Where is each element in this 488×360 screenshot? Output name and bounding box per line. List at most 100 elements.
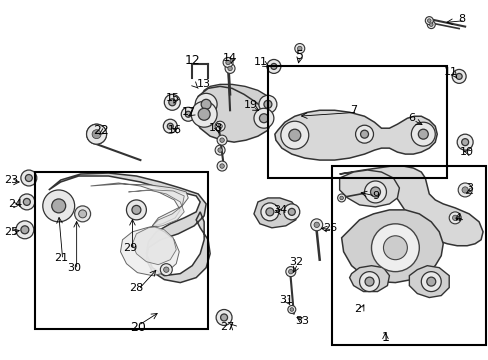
Circle shape — [167, 123, 173, 129]
Circle shape — [461, 139, 468, 146]
Circle shape — [185, 111, 191, 117]
Circle shape — [86, 124, 106, 144]
Circle shape — [370, 187, 380, 197]
Circle shape — [456, 134, 472, 150]
Circle shape — [425, 17, 432, 24]
Circle shape — [288, 208, 295, 215]
Text: 1: 1 — [381, 331, 388, 344]
Circle shape — [223, 58, 233, 67]
Bar — [331, 166, 485, 345]
Circle shape — [428, 23, 432, 26]
Circle shape — [225, 60, 230, 65]
Circle shape — [42, 190, 75, 222]
Circle shape — [288, 129, 300, 141]
Text: 2: 2 — [353, 305, 360, 315]
Circle shape — [218, 124, 222, 129]
Circle shape — [259, 114, 268, 123]
Circle shape — [86, 124, 106, 144]
Circle shape — [16, 221, 34, 239]
Text: 21: 21 — [54, 253, 68, 263]
Text: 11: 11 — [253, 58, 267, 67]
Circle shape — [21, 226, 29, 234]
Circle shape — [410, 122, 434, 146]
Polygon shape — [349, 266, 388, 292]
Circle shape — [216, 310, 232, 325]
Circle shape — [426, 277, 435, 286]
Circle shape — [270, 63, 276, 69]
Circle shape — [227, 66, 232, 71]
Circle shape — [201, 99, 211, 109]
Text: 34: 34 — [272, 205, 286, 215]
Circle shape — [371, 224, 419, 272]
Circle shape — [421, 272, 440, 292]
Circle shape — [218, 148, 222, 152]
Circle shape — [448, 212, 460, 224]
Circle shape — [337, 194, 345, 202]
Circle shape — [265, 208, 273, 216]
Text: 10: 10 — [459, 147, 473, 157]
Circle shape — [164, 94, 180, 110]
Circle shape — [168, 99, 175, 106]
Text: 5: 5 — [295, 49, 303, 62]
Circle shape — [198, 108, 210, 120]
Circle shape — [264, 100, 271, 108]
Polygon shape — [274, 110, 436, 160]
Circle shape — [289, 308, 293, 311]
Bar — [35, 172, 208, 329]
Circle shape — [52, 199, 65, 213]
Circle shape — [23, 198, 30, 206]
Text: 28: 28 — [129, 283, 143, 293]
Circle shape — [294, 44, 304, 54]
Circle shape — [160, 264, 172, 276]
Circle shape — [457, 183, 471, 197]
Text: 8: 8 — [458, 14, 465, 24]
Text: 3: 3 — [466, 183, 473, 193]
Text: 33: 33 — [294, 316, 308, 327]
Text: 14: 14 — [223, 54, 237, 63]
Circle shape — [215, 121, 224, 131]
Text: 16: 16 — [168, 125, 182, 135]
Text: 32: 32 — [288, 257, 302, 267]
Polygon shape — [90, 183, 188, 276]
Text: 12: 12 — [184, 54, 200, 67]
Circle shape — [220, 164, 224, 168]
Circle shape — [360, 130, 368, 138]
Polygon shape — [253, 198, 297, 228]
Circle shape — [461, 187, 468, 193]
Circle shape — [285, 267, 295, 276]
Circle shape — [191, 101, 217, 127]
Text: 17: 17 — [182, 107, 196, 117]
Circle shape — [280, 121, 308, 149]
Circle shape — [19, 194, 35, 210]
Text: 4: 4 — [454, 213, 461, 223]
Circle shape — [287, 306, 295, 314]
Text: 20: 20 — [130, 321, 146, 334]
Text: 19: 19 — [244, 100, 258, 110]
Text: 29: 29 — [123, 243, 137, 253]
Text: 22: 22 — [93, 124, 108, 137]
Circle shape — [132, 206, 141, 214]
Circle shape — [253, 108, 273, 128]
Circle shape — [451, 69, 465, 84]
Circle shape — [224, 63, 235, 73]
Circle shape — [288, 269, 292, 274]
Circle shape — [364, 181, 386, 203]
Polygon shape — [198, 84, 271, 122]
Text: 15: 15 — [166, 93, 180, 103]
Polygon shape — [128, 190, 184, 265]
Polygon shape — [49, 173, 210, 283]
Circle shape — [339, 196, 343, 200]
Text: 6: 6 — [407, 113, 414, 123]
Circle shape — [297, 46, 302, 51]
Circle shape — [427, 19, 430, 22]
Circle shape — [310, 219, 322, 231]
Text: 23: 23 — [4, 175, 18, 185]
Polygon shape — [339, 170, 399, 207]
Circle shape — [451, 215, 457, 221]
Circle shape — [266, 59, 280, 73]
Circle shape — [359, 272, 379, 292]
Circle shape — [126, 200, 146, 220]
Circle shape — [75, 206, 90, 222]
Circle shape — [181, 107, 195, 121]
Circle shape — [195, 93, 217, 115]
